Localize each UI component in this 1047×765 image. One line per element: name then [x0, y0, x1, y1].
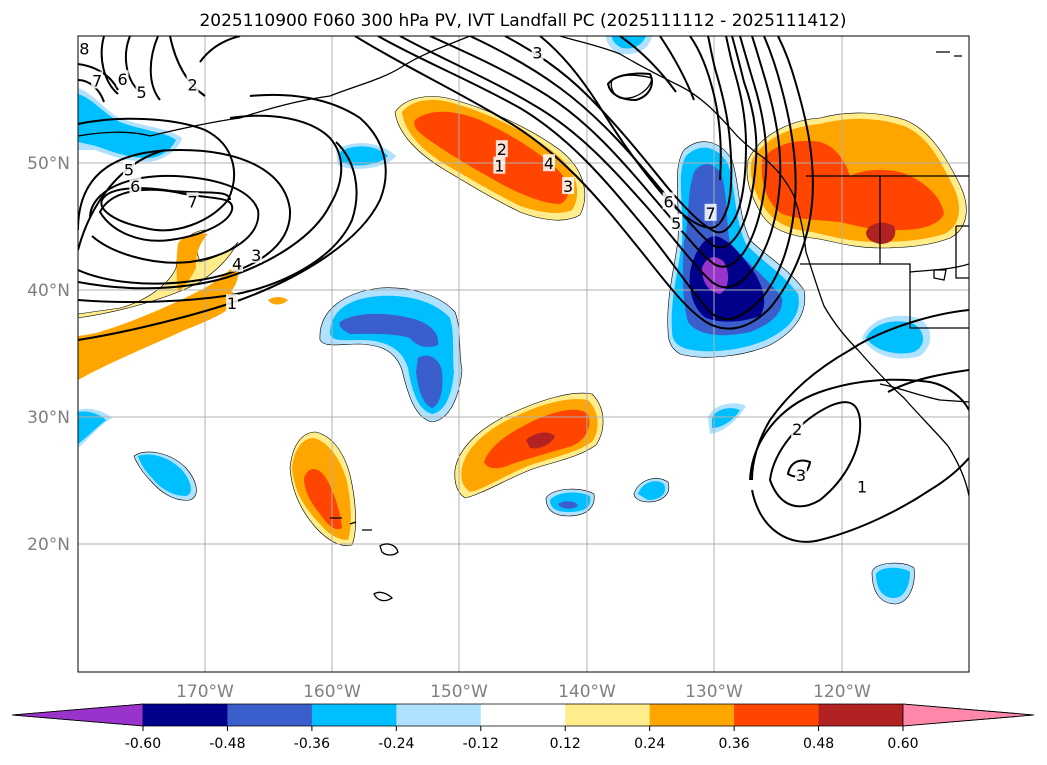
contour-label-bg	[542, 154, 555, 172]
contour-label: 3	[251, 246, 261, 265]
contour-label-bg	[135, 82, 148, 100]
contour-label: 4	[232, 255, 242, 274]
contour-label: 7	[92, 72, 102, 91]
lat-tick-label: 50°N	[27, 154, 70, 174]
contour-label-bg	[794, 465, 807, 483]
colorbar-tick-label: 0.36	[719, 736, 750, 752]
contour-label-bg	[791, 420, 804, 438]
contour-label: 2	[792, 420, 802, 439]
colorbar-tick-label: -0.60	[125, 736, 161, 752]
contour-label-bg	[116, 70, 129, 88]
contour-label-bg	[186, 192, 199, 210]
colorbar-swatch	[143, 704, 228, 726]
contour-label: 4	[544, 154, 554, 173]
colorbar-swatch	[311, 704, 397, 726]
colorbar-tick-label: -0.36	[294, 736, 330, 752]
colorbar-tick-label: -0.24	[378, 736, 414, 752]
lat-axis: 20°N 30°N 40°N 50°N	[27, 154, 70, 555]
colorbar-tick-label: -0.12	[463, 736, 499, 752]
contour-label-bg	[531, 43, 544, 61]
lon-tick-label: 140°W	[558, 682, 616, 702]
contour-label-bg	[78, 39, 91, 57]
contour-label: 5	[124, 161, 134, 180]
contour-label-bg	[250, 245, 263, 263]
contour-label-bg	[122, 160, 135, 178]
contour-label: 2	[187, 75, 197, 94]
colorbar-tick-label: 0.48	[803, 736, 834, 752]
colorbar-swatch	[649, 704, 735, 726]
colorbar-swatch	[818, 704, 904, 726]
contour-label: 6	[117, 70, 127, 89]
contour-label: 6	[130, 177, 140, 196]
coastlines	[78, 36, 969, 602]
colorbar-swatch	[565, 704, 651, 726]
contour-label: 2	[497, 140, 507, 159]
colorbar-swatch	[480, 704, 566, 726]
shaded-field	[78, 36, 967, 605]
plot-border	[77, 35, 970, 673]
colorbar-swatch	[396, 704, 482, 726]
contour-label: 8	[79, 40, 89, 59]
lon-tick-label: 160°W	[303, 682, 361, 702]
shade-positive-west-fill	[78, 262, 239, 368]
contour-label: 3	[563, 177, 573, 196]
contour-label: 1	[494, 157, 504, 176]
contour-label-bg	[562, 177, 575, 195]
lon-tick-label: 150°W	[430, 682, 488, 702]
shade-positive-west-band	[78, 229, 239, 319]
contour-label-bg	[704, 203, 717, 221]
contour-label: 1	[857, 477, 867, 496]
colorbar-tick-label: 0.60	[887, 736, 918, 752]
contour-label-bg	[129, 177, 142, 195]
figure-title: 2025110900 F060 300 hPa PV, IVT Landfall…	[199, 11, 846, 31]
contour-label: 7	[187, 192, 197, 211]
lon-tick-label: 130°W	[685, 682, 743, 702]
contour-label-bg	[670, 213, 683, 231]
contour-label-bg	[856, 477, 869, 495]
graticule	[78, 36, 969, 672]
colorbar-labels: -0.60 -0.48 -0.36 -0.24 -0.12 0.12 0.24 0.36 0.4…	[125, 726, 919, 752]
contour-label-bg	[231, 254, 244, 272]
colorbar-extension-high	[902, 703, 1035, 727]
colorbar-tick-label: -0.48	[209, 736, 245, 752]
contour-label-bg	[91, 71, 104, 89]
colorbar-extension-low	[11, 703, 144, 727]
contour-label-bg	[495, 140, 508, 158]
colorbar-swatch	[227, 704, 313, 726]
colorbar	[11, 703, 1035, 727]
contour-label-bg	[493, 156, 506, 174]
contour-label: 3	[532, 44, 542, 63]
colorbar-swatch	[734, 704, 820, 726]
contour-label: 5	[671, 214, 681, 233]
contour-label: 5	[137, 83, 147, 102]
contour-label-bg	[226, 294, 239, 312]
contour-label-bg	[662, 192, 675, 210]
colorbar-tick-label: 0.24	[634, 736, 665, 752]
lat-tick-label: 30°N	[27, 408, 70, 428]
lon-tick-label: 170°W	[176, 682, 234, 702]
lat-tick-label: 40°N	[27, 281, 70, 301]
contour-label: 6	[664, 192, 674, 211]
lon-axis: 170°W 160°W 150°W 140°W 130°W 120°W	[176, 682, 871, 702]
contour-label: 3	[796, 466, 806, 485]
colorbar-tick-label: 0.12	[550, 736, 581, 752]
contour-label: 1	[227, 294, 237, 313]
contour-label: 7	[706, 204, 716, 223]
lat-tick-label: 20°N	[27, 535, 70, 555]
contour-label-bg	[186, 75, 199, 93]
lon-tick-label: 120°W	[813, 682, 871, 702]
